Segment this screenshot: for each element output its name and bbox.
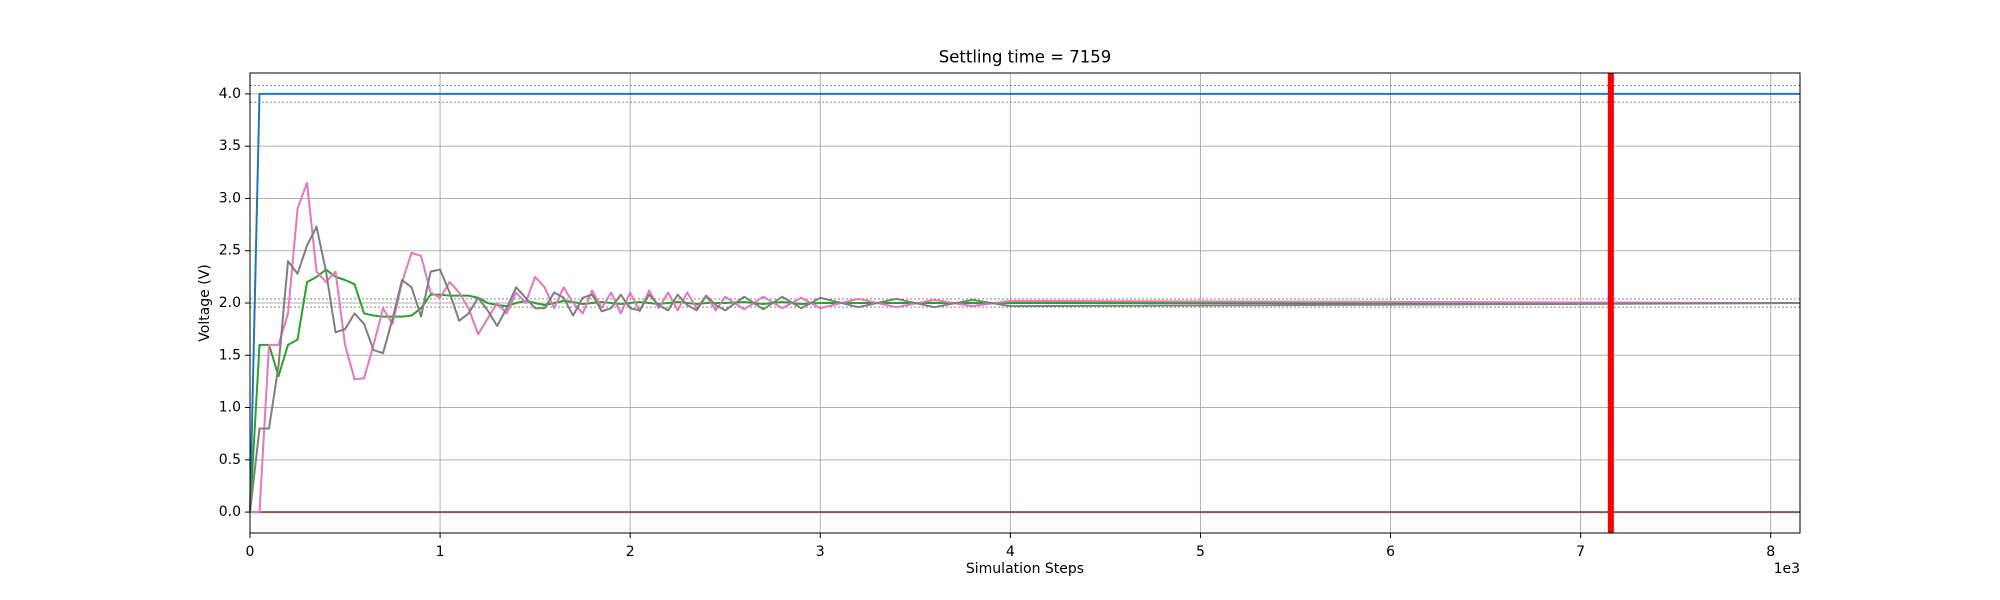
y-tick-label: 4.0 [219, 86, 241, 102]
x-tick-label: 2 [626, 544, 635, 560]
series-line [250, 181, 1801, 514]
y-tick-label: 1.0 [219, 400, 241, 416]
plot-frame [249, 72, 1801, 534]
x-tick-label: 7 [1576, 544, 1585, 560]
x-axis-label: Simulation Steps [966, 561, 1084, 577]
y-axis-label: Voltage (V) [197, 264, 213, 341]
y-tick-label: 0.0 [219, 504, 241, 520]
y-tick-label: 3.0 [219, 190, 241, 206]
y-tick-label: 3.5 [219, 138, 241, 154]
x-tick-label: 6 [1386, 544, 1395, 560]
x-tick-label: 4 [1006, 544, 1015, 560]
x-tick-label: 0 [246, 544, 255, 560]
series-line [249, 92, 1800, 513]
x-tick-label: 5 [1196, 544, 1205, 560]
x-offset-label: 1e3 [1774, 561, 1800, 577]
x-tick-label: 3 [816, 544, 825, 560]
x-tick-label: 1 [436, 544, 445, 560]
x-tick-label: 8 [1766, 544, 1775, 560]
y-tick-label: 1.5 [219, 347, 241, 363]
y-tick-label: 0.5 [219, 452, 241, 468]
y-tick-label: 2.0 [219, 295, 241, 311]
series-line [249, 268, 1800, 513]
chart-title: Settling time = 7159 [939, 48, 1112, 67]
series-line [249, 225, 1801, 513]
y-tick-label: 2.5 [219, 243, 241, 259]
